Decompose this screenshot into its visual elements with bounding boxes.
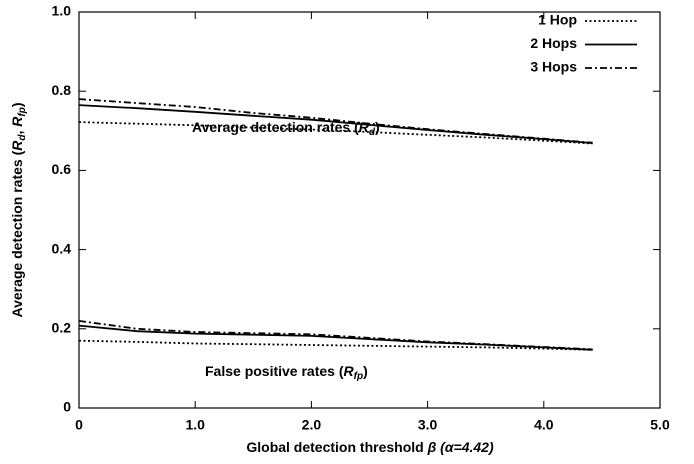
x-tick-label: 5.0 [650, 417, 670, 433]
x-axis-label: Global detection threshold β (α=4.42) [246, 439, 494, 455]
y-axis-label: Average detection rates (Rd, Rfp) [9, 102, 28, 317]
line [78, 98, 593, 144]
annotation: False positive rates (Rfp) [205, 363, 368, 382]
y-tick-label: 0.8 [52, 82, 72, 98]
annotation-part: ) [375, 119, 380, 135]
annotation-part: Average detection rates ( [192, 119, 359, 135]
y-axis-label-part: ) [9, 102, 25, 107]
y-axis-label-part: , [9, 127, 25, 135]
x-axis-label-part: Global detection threshold [246, 439, 427, 455]
legend-label: 3 Hops [530, 59, 577, 75]
annotation-part: False positive rates ( [205, 363, 344, 379]
y-axis-label-part: fp [17, 107, 28, 116]
y-tick-label: 0.6 [52, 161, 72, 177]
y-tick-label: 0.2 [52, 320, 72, 336]
annotation-part: R [359, 119, 370, 135]
legend-label: 1 Hop [538, 12, 577, 28]
y-tick-label: 1.0 [52, 3, 72, 19]
annotation-part: ) [363, 363, 368, 379]
legend-label: 2 Hops [530, 35, 577, 51]
x-tick-label: 0 [75, 417, 83, 433]
y-tick-label: 0.4 [52, 240, 72, 256]
line [78, 121, 593, 145]
y-axis-label-part: R [9, 116, 25, 127]
y-tick-label: 0 [63, 399, 71, 415]
plot-frame [78, 11, 661, 409]
x-axis-label-part: β [427, 439, 437, 455]
x-tick-label: 2.0 [302, 417, 322, 433]
y-axis-label-part: d [17, 134, 28, 141]
x-tick-label: 4.0 [534, 417, 554, 433]
y-axis-label-part: R [9, 140, 25, 151]
x-tick-label: 1.0 [185, 417, 205, 433]
annotation-part: fp [354, 371, 363, 382]
line [78, 339, 593, 351]
line [78, 320, 593, 351]
annotation-part: R [344, 363, 355, 379]
y-axis-label-part: Average detection rates ( [9, 150, 25, 317]
x-tick-label: 3.0 [418, 417, 438, 433]
x-axis-label-part: (α=4.42) [436, 439, 494, 455]
